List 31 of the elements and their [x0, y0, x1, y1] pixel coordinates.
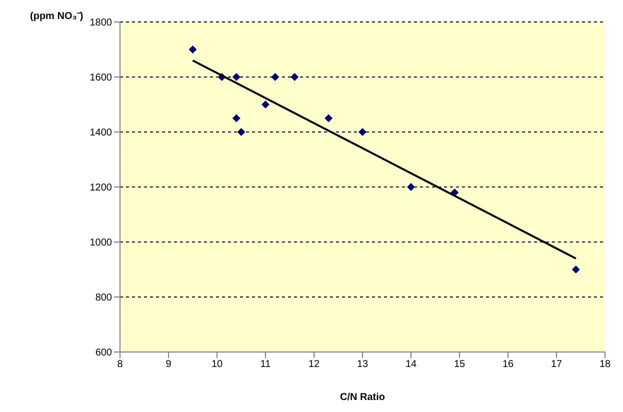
y-tick-label: 1600: [90, 72, 112, 84]
point: [271, 73, 280, 81]
x-tick-label: 9: [166, 359, 172, 370]
point: [290, 73, 299, 81]
x-tick-label: 13: [356, 359, 368, 370]
y-tick-label: 1000: [90, 238, 112, 249]
y-tick-label: 600: [95, 348, 112, 359]
y-tick-label: 1200: [90, 182, 112, 194]
x-tick-label: 17: [550, 359, 562, 370]
y-tick-label: 800: [95, 292, 112, 304]
y-tick-label: 1400: [90, 128, 112, 139]
point: [188, 46, 197, 54]
x-tick-label: 12: [308, 359, 320, 370]
x-tick-label: 16: [502, 359, 514, 370]
x-tick-label: 18: [599, 359, 611, 370]
x-tick-label: 10: [211, 359, 223, 370]
point: [232, 114, 240, 122]
point: [324, 114, 333, 122]
point: [358, 128, 366, 136]
point: [232, 73, 240, 81]
x-axis-title: C/N Ratio: [340, 392, 385, 403]
y-tick-label: 1800: [90, 18, 112, 29]
x-tick-label: 14: [405, 359, 417, 370]
point: [572, 266, 580, 274]
point: [262, 100, 270, 108]
x-tick-label: 11: [260, 359, 272, 370]
y-axis-title: (ppm NO₃⁻): [30, 10, 84, 22]
point: [237, 128, 246, 136]
point: [407, 183, 415, 191]
x-tick-label: 8: [117, 359, 124, 370]
x-tick-label: 15: [454, 359, 466, 370]
